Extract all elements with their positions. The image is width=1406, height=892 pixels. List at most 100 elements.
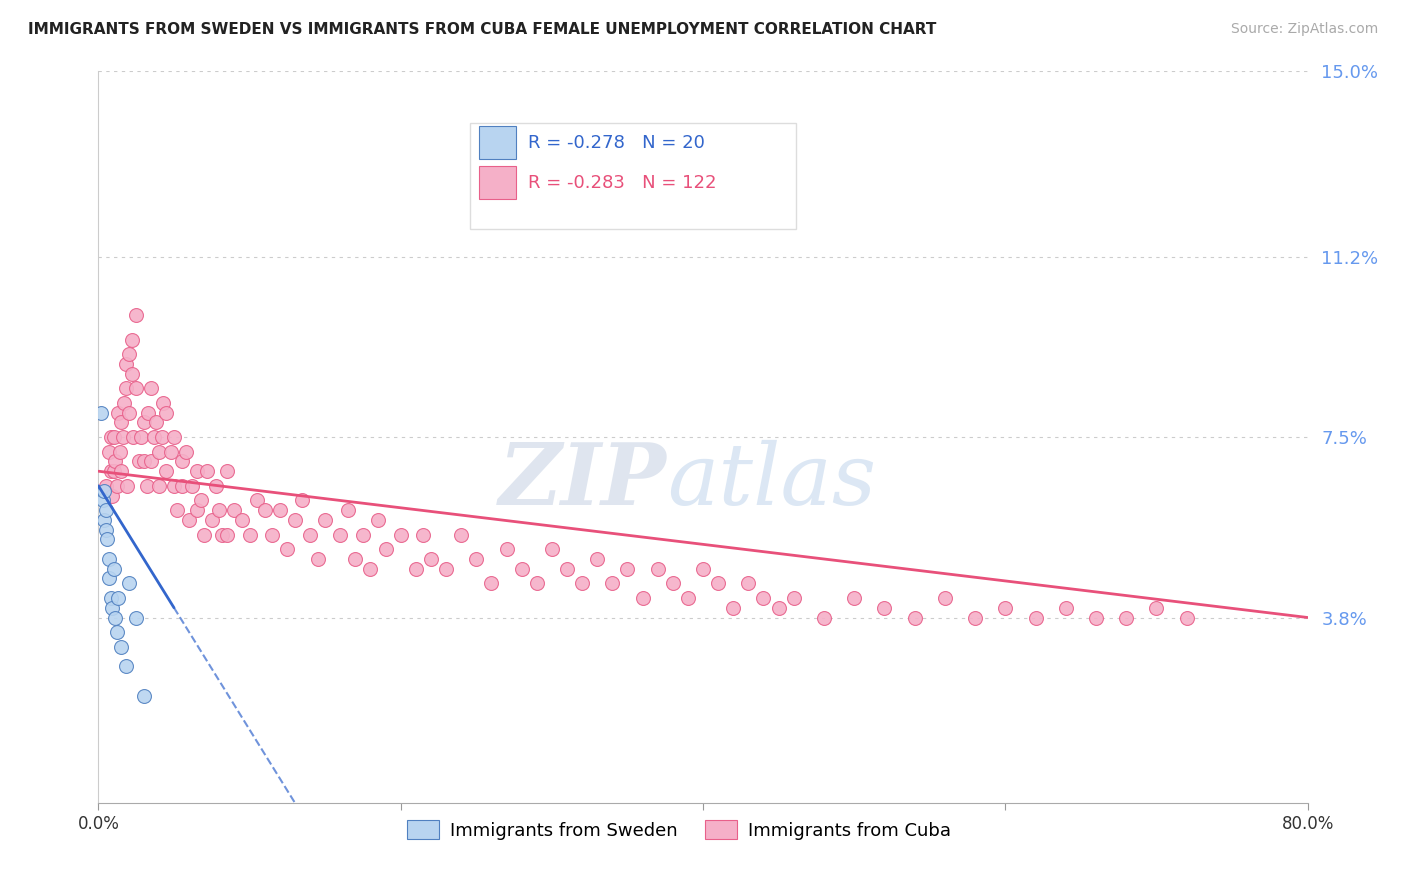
Point — [224, 503, 246, 517]
Point — [374, 542, 396, 557]
Point — [360, 562, 382, 576]
Point — [100, 430, 122, 444]
Point — [367, 513, 389, 527]
Point — [186, 464, 208, 478]
Point — [1175, 610, 1198, 624]
Point — [110, 640, 132, 654]
Point — [170, 479, 193, 493]
Point — [114, 381, 136, 395]
Point — [141, 454, 163, 468]
Point — [98, 444, 121, 458]
Point — [136, 406, 159, 420]
Point — [94, 503, 117, 517]
Point — [752, 591, 775, 605]
Point — [253, 503, 276, 517]
Point — [389, 527, 412, 541]
Point — [239, 527, 262, 541]
Point — [163, 430, 186, 444]
Point — [631, 591, 654, 605]
Point — [121, 333, 143, 347]
Point — [148, 479, 170, 493]
Point — [495, 542, 517, 557]
Point — [186, 503, 208, 517]
Point — [571, 576, 593, 591]
Point — [336, 503, 359, 517]
Point — [125, 381, 148, 395]
Point — [1024, 610, 1046, 624]
Point — [166, 503, 188, 517]
Text: IMMIGRANTS FROM SWEDEN VS IMMIGRANTS FROM CUBA FEMALE UNEMPLOYMENT CORRELATION C: IMMIGRANTS FROM SWEDEN VS IMMIGRANTS FRO… — [28, 22, 936, 37]
Point — [101, 600, 124, 615]
Point — [101, 489, 124, 503]
Point — [125, 610, 148, 624]
Point — [246, 493, 269, 508]
Point — [93, 513, 115, 527]
Point — [129, 430, 152, 444]
Point — [904, 610, 927, 624]
Bar — [479, 127, 516, 159]
Point — [602, 576, 624, 591]
Point — [215, 464, 238, 478]
Point — [96, 533, 118, 547]
Point — [434, 562, 457, 576]
Point — [873, 600, 896, 615]
Point — [121, 367, 143, 381]
Point — [179, 513, 201, 527]
Point — [465, 552, 488, 566]
Point — [723, 600, 745, 615]
Point — [616, 562, 638, 576]
Point — [94, 479, 117, 493]
Point — [768, 600, 790, 615]
Point — [141, 381, 163, 395]
Point — [1054, 600, 1077, 615]
Point — [132, 416, 155, 430]
Point — [105, 479, 128, 493]
Point — [104, 610, 127, 624]
Point — [115, 479, 138, 493]
Point — [107, 591, 129, 605]
Point — [174, 444, 197, 458]
Point — [231, 513, 253, 527]
Point — [647, 562, 669, 576]
Point — [540, 542, 562, 557]
Point — [108, 444, 131, 458]
Point — [190, 493, 212, 508]
Point — [481, 576, 503, 591]
Point — [205, 479, 228, 493]
Point — [965, 610, 987, 624]
Point — [112, 396, 135, 410]
Point — [1144, 600, 1167, 615]
Point — [352, 527, 374, 541]
Point — [143, 430, 166, 444]
Point — [155, 464, 177, 478]
Point — [98, 572, 121, 586]
Text: R = -0.283   N = 122: R = -0.283 N = 122 — [527, 174, 716, 193]
Point — [276, 542, 298, 557]
Point — [195, 464, 218, 478]
Point — [783, 591, 806, 605]
Point — [420, 552, 443, 566]
Point — [329, 527, 352, 541]
Point — [98, 552, 121, 566]
Point — [412, 527, 434, 541]
Point — [103, 464, 125, 478]
Point — [145, 416, 167, 430]
Point — [100, 591, 122, 605]
Text: Source: ZipAtlas.com: Source: ZipAtlas.com — [1230, 22, 1378, 37]
Point — [148, 444, 170, 458]
Point — [269, 503, 291, 517]
Point — [526, 576, 548, 591]
Bar — [479, 167, 516, 200]
Point — [152, 396, 174, 410]
Point — [844, 591, 866, 605]
Point — [105, 625, 128, 640]
Point — [125, 308, 148, 322]
Point — [181, 479, 204, 493]
Point — [1115, 610, 1137, 624]
Point — [262, 527, 284, 541]
Point — [103, 430, 125, 444]
Point — [163, 479, 186, 493]
Point — [132, 689, 155, 703]
Point — [110, 464, 132, 478]
Point — [122, 430, 145, 444]
